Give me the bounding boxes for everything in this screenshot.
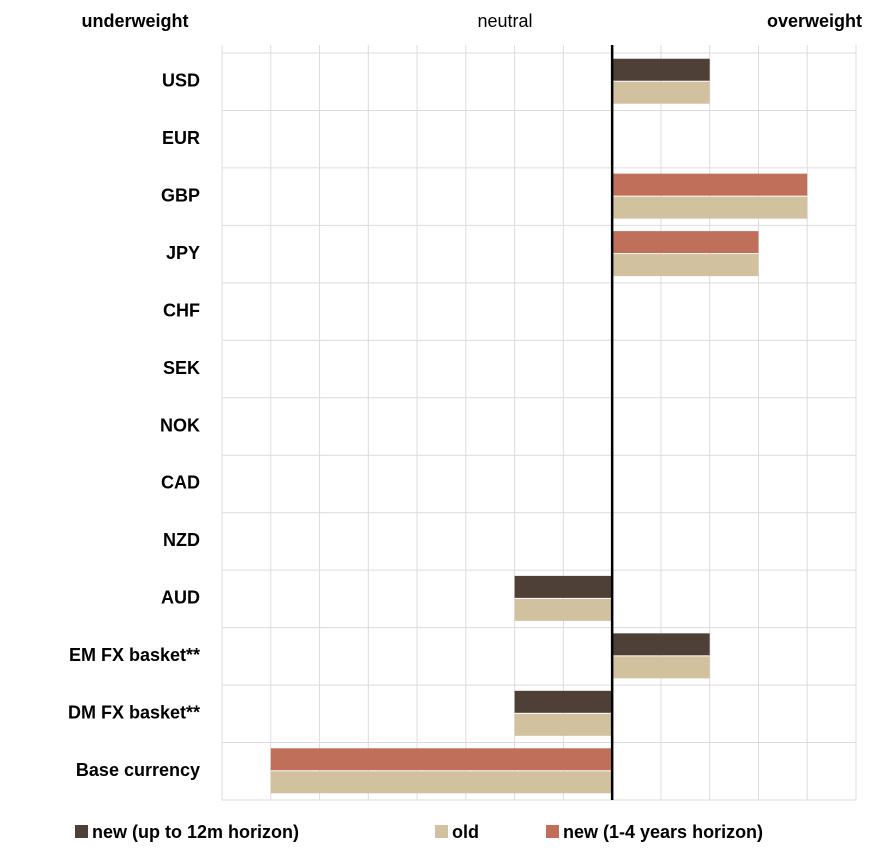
bar bbox=[270, 771, 613, 794]
category-label: NZD bbox=[163, 530, 200, 550]
legend-swatch bbox=[435, 825, 448, 838]
category-label: EM FX basket** bbox=[69, 645, 200, 665]
bar bbox=[612, 81, 710, 104]
category-label: USD bbox=[162, 70, 200, 90]
bar bbox=[514, 598, 613, 621]
bar bbox=[612, 196, 808, 219]
legend-swatch bbox=[75, 825, 88, 838]
category-label: JPY bbox=[166, 243, 200, 263]
bar bbox=[514, 690, 613, 713]
category-label: DM FX basket** bbox=[68, 703, 200, 723]
bar bbox=[612, 656, 710, 679]
category-label: Base currency bbox=[76, 760, 200, 780]
bar bbox=[514, 713, 613, 736]
legend-swatch bbox=[546, 825, 559, 838]
center-label: neutral bbox=[477, 11, 532, 31]
category-label: SEK bbox=[163, 358, 200, 378]
left-label: underweight bbox=[82, 11, 189, 31]
category-label: AUD bbox=[161, 588, 200, 608]
legend-label: new (up to 12m horizon) bbox=[92, 822, 299, 842]
bar bbox=[612, 254, 759, 277]
category-label: NOK bbox=[160, 415, 200, 435]
bar bbox=[612, 58, 710, 81]
bar bbox=[612, 231, 759, 254]
category-label: GBP bbox=[161, 185, 200, 205]
bar bbox=[612, 173, 808, 196]
bar bbox=[514, 575, 613, 598]
bar bbox=[612, 633, 710, 656]
category-label: CAD bbox=[161, 473, 200, 493]
category-label: EUR bbox=[162, 128, 200, 148]
legend-label: new (1-4 years horizon) bbox=[563, 822, 763, 842]
category-label: CHF bbox=[163, 300, 200, 320]
right-label: overweight bbox=[767, 11, 862, 31]
legend-label: old bbox=[452, 822, 479, 842]
bar bbox=[270, 748, 613, 771]
